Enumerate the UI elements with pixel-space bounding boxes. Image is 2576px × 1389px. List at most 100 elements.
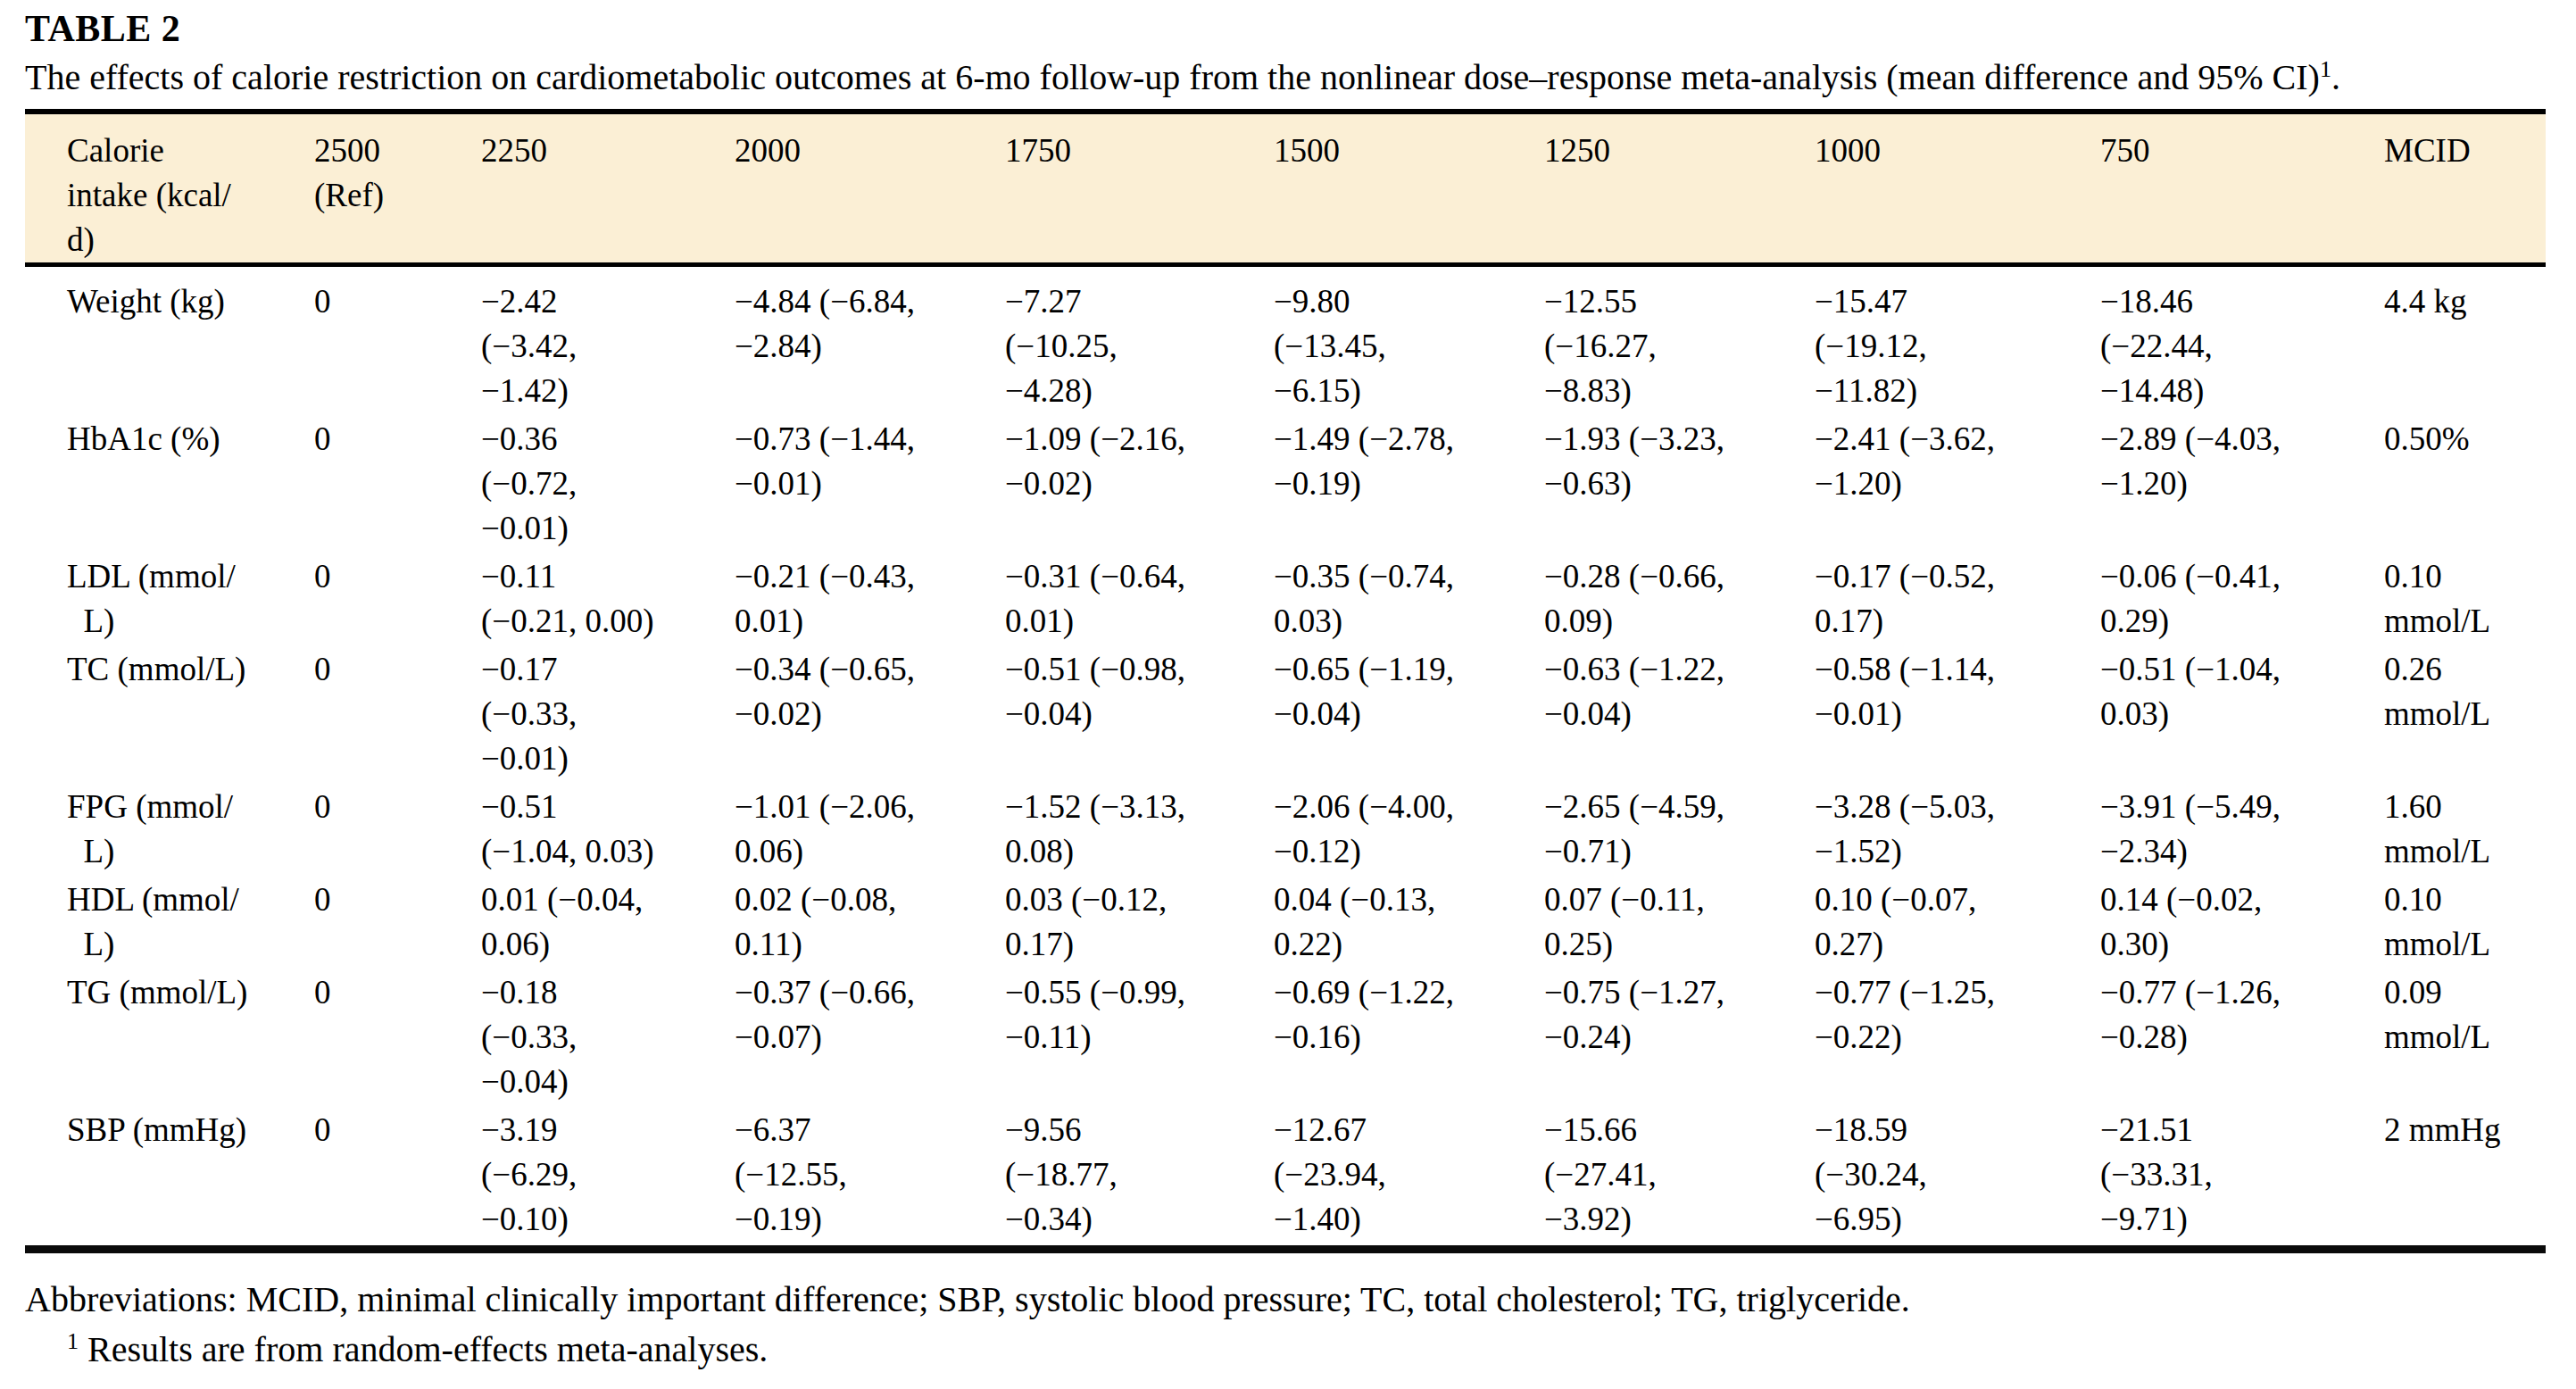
data-cell: −2.65 (−4.59, −0.71) [1544, 785, 1815, 877]
data-cell: −1.01 (−2.06, 0.06) [735, 785, 1005, 877]
data-cell: −1.93 (−3.23, −0.63) [1544, 417, 1815, 554]
column-header: 1500 [1274, 114, 1544, 265]
row-header-cell: HbA1c (%) [25, 417, 314, 554]
data-cell: −0.17 (−0.33, −0.01) [481, 647, 735, 785]
data-cell: 0.10 (−0.07, 0.27) [1815, 877, 2100, 970]
data-cell: 0 [314, 647, 481, 785]
data-cell: −0.77 (−1.26, −0.28) [2100, 970, 2384, 1108]
row-header-cell: TC (mmol/L) [25, 647, 314, 785]
table-row: Weight (kg)0−2.42 (−3.42, −1.42)−4.84 (−… [25, 265, 2546, 418]
data-cell: −0.65 (−1.19, −0.04) [1274, 647, 1544, 785]
data-cell: −0.37 (−0.66, −0.07) [735, 970, 1005, 1108]
data-cell: −6.37 (−12.55, −0.19) [735, 1108, 1005, 1250]
data-cell: 0 [314, 1108, 481, 1250]
data-cell: 0.10 mmol/L [2384, 877, 2546, 970]
caption-footnote-marker: 1 [2320, 56, 2331, 82]
data-cell: 0.02 (−0.08, 0.11) [735, 877, 1005, 970]
data-cell: −1.09 (−2.16, −0.02) [1005, 417, 1274, 554]
data-cell: 0.03 (−0.12, 0.17) [1005, 877, 1274, 970]
data-cell: −0.63 (−1.22, −0.04) [1544, 647, 1815, 785]
data-cell: 0.26 mmol/L [2384, 647, 2546, 785]
column-header: 750 [2100, 114, 2384, 265]
data-cell: −2.06 (−4.00, −0.12) [1274, 785, 1544, 877]
data-cell: 0.50% [2384, 417, 2546, 554]
data-cell: −2.89 (−4.03, −1.20) [2100, 417, 2384, 554]
table-row: TC (mmol/L)0−0.17 (−0.33, −0.01)−0.34 (−… [25, 647, 2546, 785]
data-cell: −9.56 (−18.77, −0.34) [1005, 1108, 1274, 1250]
column-header: 1750 [1005, 114, 1274, 265]
table-label: TABLE 2 [25, 9, 2546, 48]
data-cell: −0.51 (−1.04, 0.03) [2100, 647, 2384, 785]
data-cell: 0.04 (−0.13, 0.22) [1274, 877, 1544, 970]
data-cell: −21.51 (−33.31, −9.71) [2100, 1108, 2384, 1250]
data-cell: −1.49 (−2.78, −0.19) [1274, 417, 1544, 554]
data-cell: −2.42 (−3.42, −1.42) [481, 265, 735, 418]
row-header-cell: SBP (mmHg) [25, 1108, 314, 1250]
data-cell: 0.09 mmol/L [2384, 970, 2546, 1108]
row-header-cell: HDL (mmol/ L) [25, 877, 314, 970]
header-row: Calorie intake (kcal/ d)2500 (Ref)225020… [25, 114, 2546, 265]
table-row: FPG (mmol/ L)0−0.51 (−1.04, 0.03)−1.01 (… [25, 785, 2546, 877]
data-cell: −0.17 (−0.52, 0.17) [1815, 554, 2100, 647]
page: TABLE 2 The effects of calorie restricti… [0, 0, 2576, 1389]
data-cell: 0 [314, 970, 481, 1108]
data-cell: −12.67 (−23.94, −1.40) [1274, 1108, 1544, 1250]
data-cell: 0 [314, 265, 481, 418]
data-cell: −0.58 (−1.14, −0.01) [1815, 647, 2100, 785]
table-row: LDL (mmol/ L)0−0.11 (−0.21, 0.00)−0.21 (… [25, 554, 2546, 647]
column-header: MCID [2384, 114, 2546, 265]
table-caption-text: The effects of calorie restriction on ca… [25, 57, 2320, 97]
data-cell: 0.07 (−0.11, 0.25) [1544, 877, 1815, 970]
data-cell: 0.10 mmol/L [2384, 554, 2546, 647]
data-cell: −0.51 (−0.98, −0.04) [1005, 647, 1274, 785]
footnote-text: Results are from random-effects meta-ana… [79, 1329, 768, 1369]
data-cell: −3.19 (−6.29, −0.10) [481, 1108, 735, 1250]
data-cell: −18.46 (−22.44, −14.48) [2100, 265, 2384, 418]
caption-period: . [2331, 57, 2340, 97]
data-cell: −0.28 (−0.66, 0.09) [1544, 554, 1815, 647]
column-header: 2000 [735, 114, 1005, 265]
column-header: 2250 [481, 114, 735, 265]
data-cell: −0.34 (−0.65, −0.02) [735, 647, 1005, 785]
data-cell: −0.36 (−0.72, −0.01) [481, 417, 735, 554]
row-header-cell: LDL (mmol/ L) [25, 554, 314, 647]
data-cell: −0.31 (−0.64, 0.01) [1005, 554, 1274, 647]
data-cell: −3.28 (−5.03, −1.52) [1815, 785, 2100, 877]
abbreviations-text: Abbreviations: MCID, minimal clinically … [25, 1278, 2546, 1321]
data-cell: −0.21 (−0.43, 0.01) [735, 554, 1005, 647]
footnote: 1Results are from random-effects meta-an… [25, 1328, 2546, 1371]
row-header-cell: FPG (mmol/ L) [25, 785, 314, 877]
data-cell: −7.27 (−10.25, −4.28) [1005, 265, 1274, 418]
data-cell: 0 [314, 877, 481, 970]
data-cell: −0.77 (−1.25, −0.22) [1815, 970, 2100, 1108]
data-cell: −0.69 (−1.22, −0.16) [1274, 970, 1544, 1108]
column-header: 2500 (Ref) [314, 114, 481, 265]
row-header-cell: TG (mmol/L) [25, 970, 314, 1108]
data-cell: −0.73 (−1.44, −0.01) [735, 417, 1005, 554]
data-cell: −0.51 (−1.04, 0.03) [481, 785, 735, 877]
column-header-outcome: Calorie intake (kcal/ d) [25, 114, 314, 265]
data-cell: −0.06 (−0.41, 0.29) [2100, 554, 2384, 647]
data-cell: 1.60 mmol/L [2384, 785, 2546, 877]
data-cell: −0.35 (−0.74, 0.03) [1274, 554, 1544, 647]
data-cell: −18.59 (−30.24, −6.95) [1815, 1108, 2100, 1250]
data-cell: 0.14 (−0.02, 0.30) [2100, 877, 2384, 970]
data-cell: −0.18 (−0.33, −0.04) [481, 970, 735, 1108]
table-row: HbA1c (%)0−0.36 (−0.72, −0.01)−0.73 (−1.… [25, 417, 2546, 554]
data-cell: −15.47 (−19.12, −11.82) [1815, 265, 2100, 418]
data-cell: −9.80 (−13.45, −6.15) [1274, 265, 1544, 418]
data-cell: 0 [314, 785, 481, 877]
column-header: 1000 [1815, 114, 2100, 265]
data-cell: −2.41 (−3.62, −1.20) [1815, 417, 2100, 554]
column-header: 1250 [1544, 114, 1815, 265]
table-caption: The effects of calorie restriction on ca… [25, 57, 2546, 98]
data-cell: 0 [314, 417, 481, 554]
data-cell: 0.01 (−0.04, 0.06) [481, 877, 735, 970]
data-cell: −15.66 (−27.41, −3.92) [1544, 1108, 1815, 1250]
data-cell: −0.11 (−0.21, 0.00) [481, 554, 735, 647]
data-cell: −0.75 (−1.27, −0.24) [1544, 970, 1815, 1108]
data-cell: 0 [314, 554, 481, 647]
table-row: SBP (mmHg)0−3.19 (−6.29, −0.10)−6.37 (−1… [25, 1108, 2546, 1250]
table-body: Weight (kg)0−2.42 (−3.42, −1.42)−4.84 (−… [25, 265, 2546, 1250]
data-cell: −12.55 (−16.27, −8.83) [1544, 265, 1815, 418]
